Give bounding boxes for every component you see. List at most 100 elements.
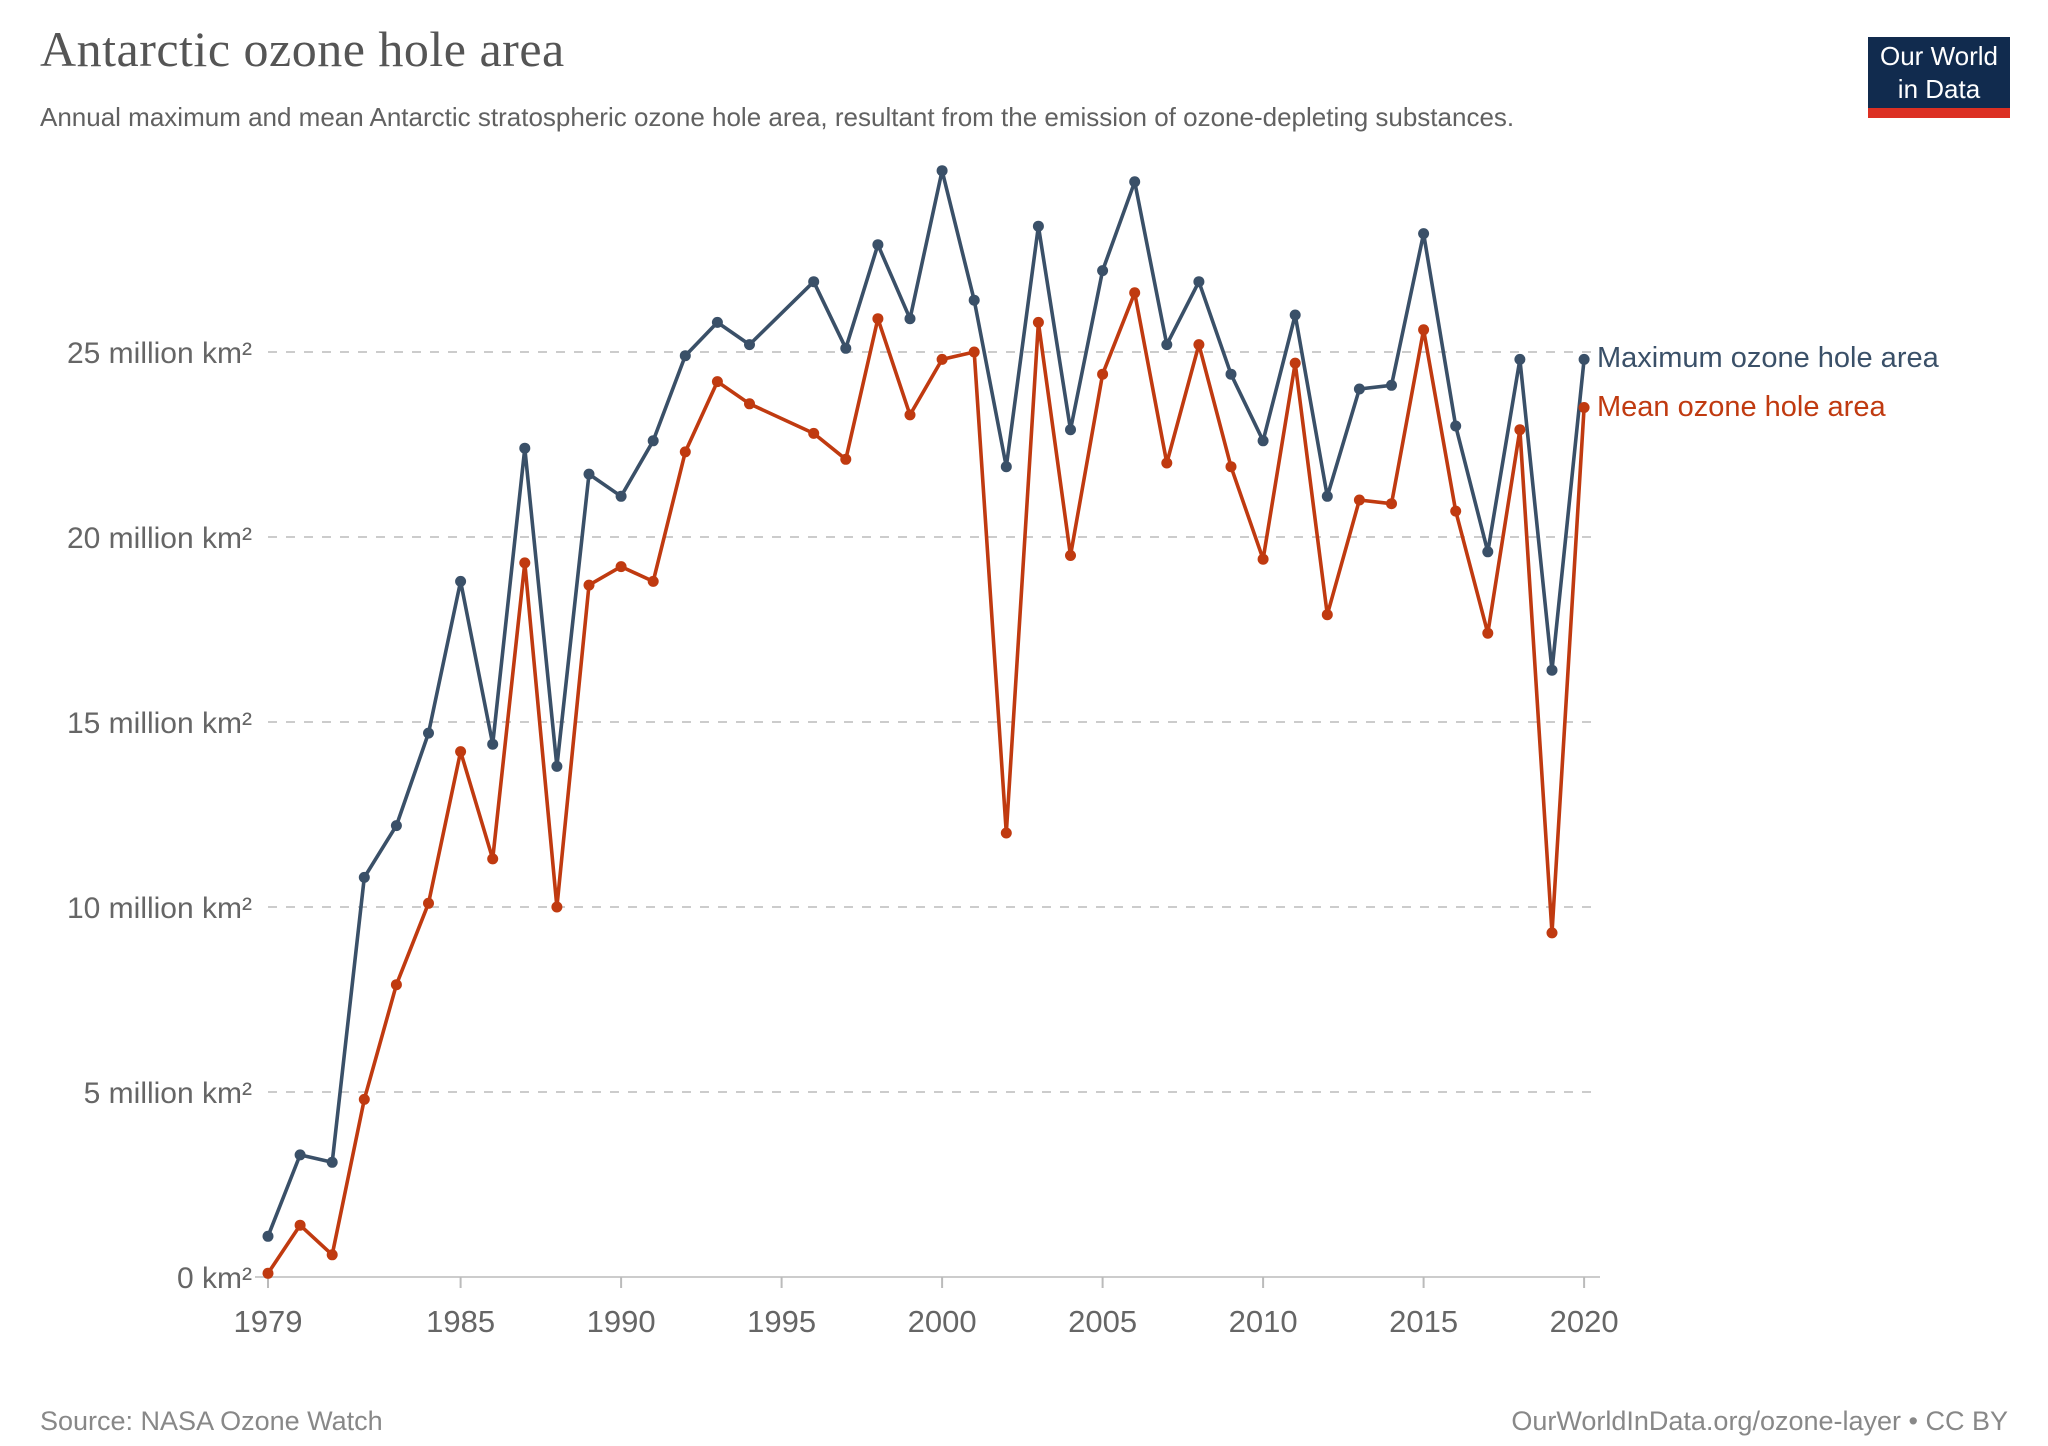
owid-logo[interactable]: Our World in Data — [1868, 37, 2010, 118]
data-point[interactable] — [1032, 220, 1044, 232]
data-point[interactable] — [1418, 324, 1430, 336]
y-tick-label: 0 km² — [177, 1262, 252, 1295]
page-title: Antarctic ozone hole area — [40, 21, 565, 77]
data-point[interactable] — [872, 239, 884, 251]
data-point[interactable] — [1353, 383, 1365, 395]
data-point[interactable] — [1193, 276, 1205, 288]
owid-logo-line2: in Data — [1897, 73, 1981, 104]
data-point[interactable] — [647, 575, 659, 587]
data-point[interactable] — [968, 346, 980, 358]
data-point[interactable] — [711, 316, 723, 328]
source-note: Source: NASA Ozone Watch — [40, 1406, 383, 1436]
data-point[interactable] — [262, 1230, 274, 1242]
data-point[interactable] — [1386, 379, 1397, 391]
data-point[interactable] — [487, 853, 499, 865]
legend-label-mean[interactable]: Mean ozone hole area — [1597, 390, 1886, 423]
data-point[interactable] — [872, 313, 884, 325]
data-point[interactable] — [1032, 316, 1044, 328]
data-point[interactable] — [1000, 827, 1012, 839]
data-point[interactable] — [423, 897, 434, 909]
data-point[interactable] — [1129, 287, 1141, 299]
data-point[interactable] — [1257, 435, 1269, 447]
data-point[interactable] — [1482, 546, 1494, 558]
data-point[interactable] — [1386, 498, 1397, 510]
data-point[interactable] — [326, 1249, 338, 1261]
data-point[interactable] — [1546, 927, 1558, 939]
data-point[interactable] — [679, 350, 691, 362]
footer-link[interactable]: OurWorldInData.org/ozone-layer • CC BY — [1511, 1406, 2008, 1436]
data-point[interactable] — [294, 1219, 306, 1231]
data-point[interactable] — [1289, 357, 1301, 369]
data-point[interactable] — [679, 446, 691, 458]
data-point[interactable] — [583, 468, 595, 480]
data-point[interactable] — [1097, 265, 1109, 277]
data-point[interactable] — [551, 901, 563, 913]
data-point[interactable] — [1000, 461, 1012, 473]
x-tick-label: 1985 — [426, 1304, 495, 1339]
data-point[interactable] — [808, 427, 820, 439]
data-point[interactable] — [968, 294, 980, 306]
data-point[interactable] — [615, 490, 627, 502]
data-point[interactable] — [358, 871, 370, 883]
data-point[interactable] — [615, 561, 627, 573]
legend-label-maximum[interactable]: Maximum ozone hole area — [1597, 342, 1939, 375]
data-point[interactable] — [1514, 424, 1526, 436]
data-point[interactable] — [1578, 353, 1590, 365]
y-tick-label: 5 million km² — [84, 1077, 252, 1110]
data-point[interactable] — [262, 1267, 274, 1279]
x-tick-label: 2020 — [1550, 1304, 1619, 1339]
data-point[interactable] — [1546, 664, 1558, 676]
data-point[interactable] — [904, 409, 916, 421]
data-point[interactable] — [1097, 368, 1109, 380]
data-point[interactable] — [711, 376, 723, 388]
data-point[interactable] — [519, 557, 531, 569]
data-point[interactable] — [647, 435, 659, 447]
data-point[interactable] — [326, 1156, 338, 1168]
data-point[interactable] — [1514, 353, 1526, 365]
data-point[interactable] — [1482, 627, 1494, 639]
data-point[interactable] — [551, 760, 563, 772]
data-point[interactable] — [744, 339, 755, 351]
data-point[interactable] — [390, 979, 402, 991]
data-point[interactable] — [1161, 457, 1173, 469]
data-point[interactable] — [455, 575, 467, 587]
data-point[interactable] — [1193, 339, 1205, 351]
x-tick-label: 2010 — [1229, 1304, 1298, 1339]
data-point[interactable] — [808, 276, 820, 288]
data-point[interactable] — [840, 453, 852, 465]
series-line-mean[interactable] — [266, 291, 1586, 1276]
x-tick-label: 2000 — [908, 1304, 977, 1339]
data-point[interactable] — [423, 727, 434, 739]
data-point[interactable] — [1065, 424, 1076, 436]
data-point[interactable] — [1450, 420, 1462, 432]
x-tick-label: 1979 — [234, 1304, 303, 1339]
data-point[interactable] — [1161, 339, 1173, 351]
data-point[interactable] — [358, 1093, 370, 1105]
data-point[interactable] — [1321, 609, 1333, 621]
data-point[interactable] — [390, 820, 402, 832]
data-point[interactable] — [583, 579, 595, 591]
data-point[interactable] — [1418, 228, 1430, 240]
data-point[interactable] — [904, 313, 916, 325]
data-point[interactable] — [1578, 402, 1590, 413]
data-point[interactable] — [744, 398, 755, 410]
data-point[interactable] — [1225, 368, 1237, 380]
data-point[interactable] — [1065, 550, 1076, 561]
data-point[interactable] — [487, 738, 499, 750]
data-point[interactable] — [1450, 505, 1462, 517]
data-point[interactable] — [1129, 176, 1141, 188]
data-point[interactable] — [1225, 461, 1237, 473]
data-point[interactable] — [936, 353, 948, 365]
data-point[interactable] — [936, 165, 948, 177]
data-point[interactable] — [294, 1149, 306, 1161]
data-point[interactable] — [455, 746, 467, 758]
series-line-maximum[interactable] — [266, 168, 1586, 1239]
data-point[interactable] — [840, 342, 852, 354]
data-point[interactable] — [519, 442, 531, 454]
data-point[interactable] — [1353, 494, 1365, 506]
data-point[interactable] — [1289, 309, 1301, 321]
data-point[interactable] — [1257, 553, 1269, 565]
data-point[interactable] — [1321, 490, 1333, 502]
